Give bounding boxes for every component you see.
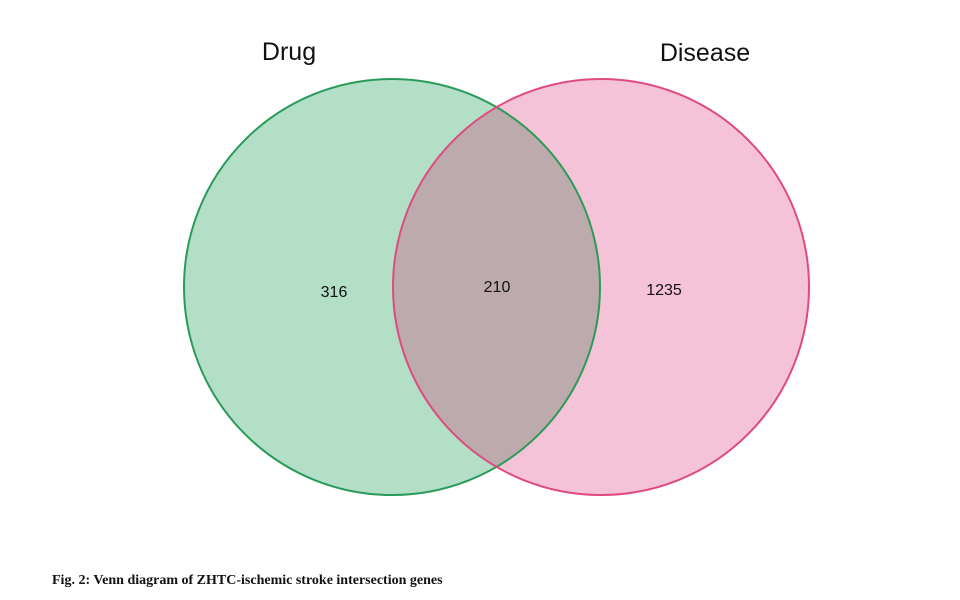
- set-label: Disease: [660, 39, 750, 67]
- overlap: [393, 79, 600, 495]
- region-count: 210: [484, 279, 511, 296]
- set-outline: [392, 78, 810, 496]
- set-outline: [183, 78, 601, 496]
- venn: Drug Disease 316 210 1235: [183, 38, 810, 496]
- set-label: Drug: [262, 38, 316, 66]
- region-count: 1235: [646, 282, 682, 299]
- caption: Fig. 2: Venn diagram of ZHTC-ischemic st…: [52, 573, 443, 588]
- region-count: 316: [321, 284, 348, 301]
